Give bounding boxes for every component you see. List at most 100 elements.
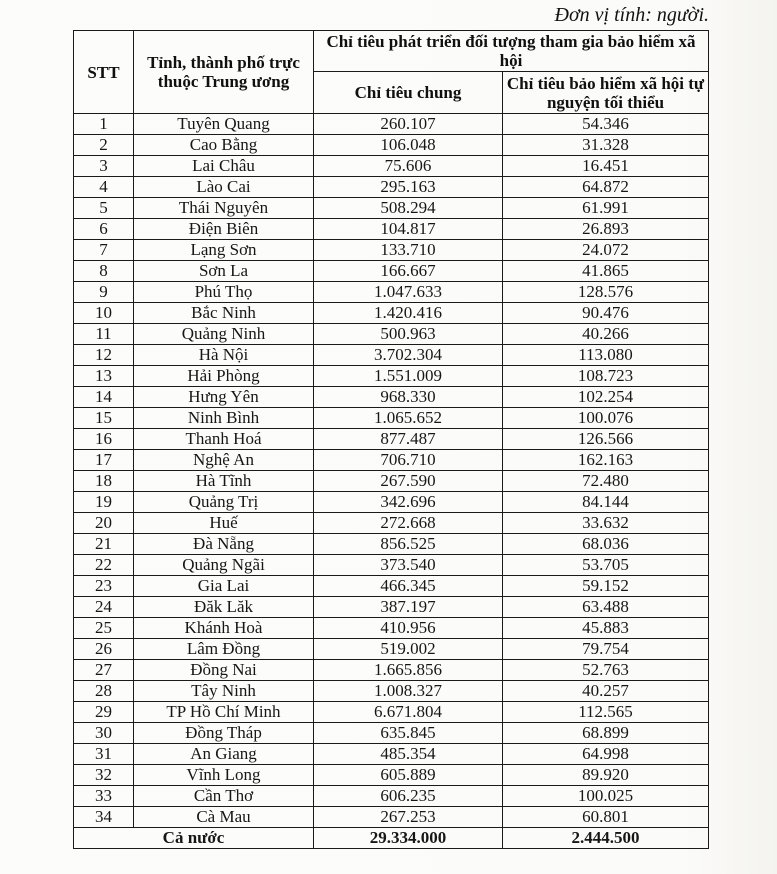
cell-general-target: 508.294 (313, 197, 503, 219)
header-stt: STT (73, 30, 134, 114)
cell-stt: 17 (73, 449, 134, 471)
cell-stt: 21 (73, 533, 134, 555)
cell-stt: 30 (73, 722, 134, 744)
cell-province: Hải Phòng (133, 365, 314, 387)
cell-stt: 14 (73, 386, 134, 408)
cell-general-target: 373.540 (313, 554, 503, 576)
cell-general-target: 104.817 (313, 218, 503, 240)
cell-province: An Giang (133, 743, 314, 765)
cell-voluntary-target: 112.565 (501, 701, 710, 723)
cell-voluntary-target: 89.920 (501, 764, 710, 786)
cell-general-target: 856.525 (313, 533, 503, 555)
cell-province: Quảng Trị (133, 491, 314, 513)
table-row: 17 Nghệ An 706.710 162.163 (73, 449, 710, 471)
cell-general-target: 500.963 (313, 323, 503, 345)
cell-province: Điện Biên (133, 218, 314, 240)
table-row: 2 Cao Bằng 106.048 31.328 (73, 134, 710, 156)
cell-province: Lâm Đồng (133, 638, 314, 660)
insurance-targets-table: STT Tỉnh, thành phố trực thuộc Trung ươn… (73, 30, 710, 849)
total-row: Cả nước 29.334.000 2.444.500 (73, 827, 710, 849)
cell-province: Lạng Sơn (133, 239, 314, 261)
table-row: 19 Quảng Trị 342.696 84.144 (73, 491, 710, 513)
cell-general-target: 166.667 (313, 260, 503, 282)
cell-general-target: 1.665.856 (313, 659, 503, 681)
cell-province: Thanh Hoá (133, 428, 314, 450)
cell-stt: 5 (73, 197, 134, 219)
table-row: 20 Huế 272.668 33.632 (73, 512, 710, 534)
cell-voluntary-target: 31.328 (501, 134, 710, 156)
table-row: 11 Quảng Ninh 500.963 40.266 (73, 323, 710, 345)
table-row: 1 Tuyên Quang 260.107 54.346 (73, 113, 710, 135)
cell-general-target: 877.487 (313, 428, 503, 450)
cell-province: Quảng Ngãi (133, 554, 314, 576)
cell-province: Cần Thơ (133, 785, 314, 807)
cell-stt: 15 (73, 407, 134, 429)
cell-voluntary-target: 84.144 (501, 491, 710, 513)
cell-stt: 33 (73, 785, 134, 807)
cell-voluntary-target: 61.991 (501, 197, 710, 219)
cell-general-target: 968.330 (313, 386, 503, 408)
table-row: 33 Cần Thơ 606.235 100.025 (73, 785, 710, 807)
total-voluntary: 2.444.500 (501, 827, 710, 849)
cell-province: Hà Nội (133, 344, 314, 366)
cell-voluntary-target: 72.480 (501, 470, 710, 492)
table-row: 34 Cà Mau 267.253 60.801 (73, 806, 710, 828)
table-row: 25 Khánh Hoà 410.956 45.883 (73, 617, 710, 639)
cell-voluntary-target: 41.865 (501, 260, 710, 282)
cell-province: Nghệ An (133, 449, 314, 471)
cell-general-target: 706.710 (313, 449, 503, 471)
table-row: 29 TP Hồ Chí Minh 6.671.804 112.565 (73, 701, 710, 723)
cell-province: Khánh Hoà (133, 617, 314, 639)
cell-general-target: 260.107 (313, 113, 503, 135)
cell-general-target: 1.065.652 (313, 407, 503, 429)
cell-voluntary-target: 100.076 (501, 407, 710, 429)
cell-general-target: 387.197 (313, 596, 503, 618)
table-row: 32 Vĩnh Long 605.889 89.920 (73, 764, 710, 786)
cell-stt: 16 (73, 428, 134, 450)
cell-voluntary-target: 52.763 (501, 659, 710, 681)
cell-stt: 8 (73, 260, 134, 282)
cell-stt: 9 (73, 281, 134, 303)
cell-stt: 10 (73, 302, 134, 324)
cell-general-target: 606.235 (313, 785, 503, 807)
cell-province: Gia Lai (133, 575, 314, 597)
cell-stt: 26 (73, 638, 134, 660)
cell-stt: 29 (73, 701, 134, 723)
cell-province: Huế (133, 512, 314, 534)
cell-general-target: 1.420.416 (313, 302, 503, 324)
table-row: 4 Lào Cai 295.163 64.872 (73, 176, 710, 198)
table-row: 27 Đồng Nai 1.665.856 52.763 (73, 659, 710, 681)
cell-general-target: 519.002 (313, 638, 503, 660)
cell-voluntary-target: 40.266 (501, 323, 710, 345)
cell-province: Bắc Ninh (133, 302, 314, 324)
cell-voluntary-target: 33.632 (501, 512, 710, 534)
header-general-target: Chỉ tiêu chung (313, 71, 503, 114)
cell-province: Cà Mau (133, 806, 314, 828)
table-row: 21 Đà Nẵng 856.525 68.036 (73, 533, 710, 555)
table-row: 14 Hưng Yên 968.330 102.254 (73, 386, 710, 408)
cell-stt: 11 (73, 323, 134, 345)
cell-voluntary-target: 68.899 (501, 722, 710, 744)
cell-voluntary-target: 53.705 (501, 554, 710, 576)
cell-stt: 12 (73, 344, 134, 366)
cell-stt: 6 (73, 218, 134, 240)
cell-voluntary-target: 40.257 (501, 680, 710, 702)
cell-province: Quảng Ninh (133, 323, 314, 345)
cell-stt: 31 (73, 743, 134, 765)
cell-stt: 28 (73, 680, 134, 702)
cell-stt: 2 (73, 134, 134, 156)
cell-stt: 32 (73, 764, 134, 786)
cell-stt: 19 (73, 491, 134, 513)
table-body: 1 Tuyên Quang 260.107 54.346 2 Cao Bằng 106.04… (73, 113, 710, 828)
cell-general-target: 605.889 (313, 764, 503, 786)
cell-province: Hà Tĩnh (133, 470, 314, 492)
cell-province: Phú Thọ (133, 281, 314, 303)
cell-stt: 27 (73, 659, 134, 681)
cell-general-target: 466.345 (313, 575, 503, 597)
table-row: 5 Thái Nguyên 508.294 61.991 (73, 197, 710, 219)
table-row: 13 Hải Phòng 1.551.009 108.723 (73, 365, 710, 387)
table-header: STT Tỉnh, thành phố trực thuộc Trung ươn… (73, 30, 710, 114)
unit-note: Đơn vị tính: người. (554, 4, 709, 26)
cell-voluntary-target: 126.566 (501, 428, 710, 450)
cell-general-target: 1.551.009 (313, 365, 503, 387)
